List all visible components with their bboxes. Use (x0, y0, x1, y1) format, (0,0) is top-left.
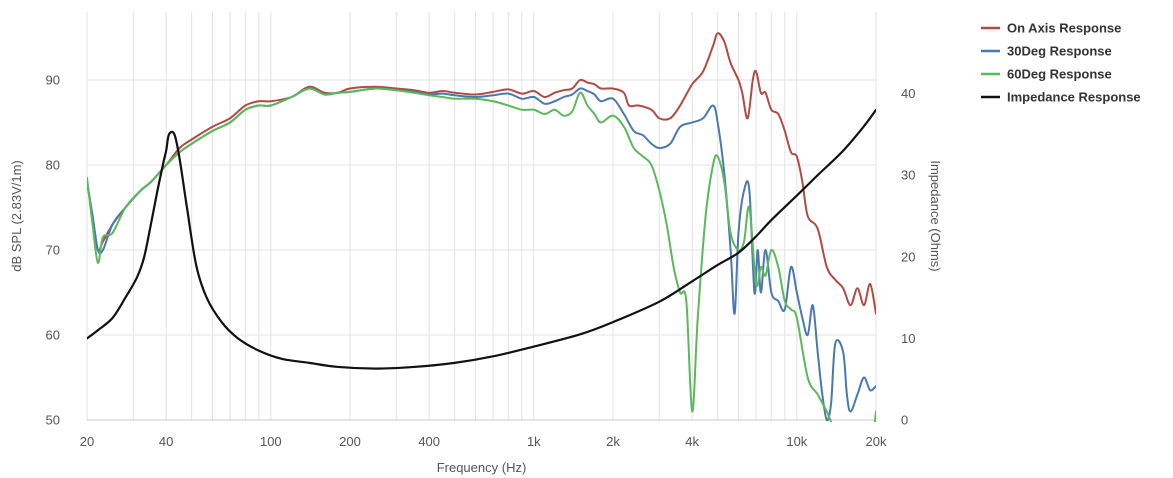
y-axis-title: dB SPL (2.83V/1m) (9, 160, 24, 272)
legend-label: On Axis Response (1007, 21, 1121, 36)
legend-label: 30Deg Response (1007, 44, 1112, 59)
x-tick-label: 200 (339, 434, 361, 449)
y2-tick-label: 20 (901, 249, 915, 264)
grid-lines (86, 12, 877, 421)
y2-tick-label: 30 (901, 168, 915, 183)
legend-label: 60Deg Response (1007, 67, 1112, 82)
legend-label: Impedance Response (1007, 90, 1141, 105)
legend: On Axis Response 30Deg Response 60Deg Resp… (981, 21, 1141, 105)
y-tick-label: 60 (46, 328, 60, 343)
y-tick-label: 50 (46, 413, 60, 428)
x-tick-label: 100 (260, 434, 282, 449)
axes: 20 40 100 200 400 1k 2k 4k 10k 20k 50 60 70 80 90 0 10 20… (46, 73, 916, 450)
x-tick-label: 10k (786, 434, 807, 449)
y2-tick-label: 10 (901, 331, 915, 346)
x-tick-label: 1k (527, 434, 541, 449)
y2-tick-label: 0 (901, 413, 908, 428)
y2-axis-title: Impedance (Ohms) (928, 160, 943, 271)
y-tick-label: 90 (46, 73, 60, 88)
x-tick-label: 400 (418, 434, 440, 449)
series-lines (87, 32, 876, 422)
y-tick-label: 70 (46, 243, 60, 258)
x-axis-title: Frequency (Hz) (437, 460, 527, 475)
series-line-on-axis-response (87, 32, 876, 315)
y2-tick-label: 40 (901, 86, 915, 101)
series-line-impedance-response (87, 108, 876, 370)
x-tick-label: 2k (606, 434, 620, 449)
x-tick-label: 4k (685, 434, 699, 449)
y-tick-label: 80 (46, 158, 60, 173)
x-tick-label: 20 (80, 434, 94, 449)
x-tick-label: 20k (866, 434, 887, 449)
x-tick-label: 40 (159, 434, 173, 449)
series-line-60deg-response (87, 87, 876, 422)
